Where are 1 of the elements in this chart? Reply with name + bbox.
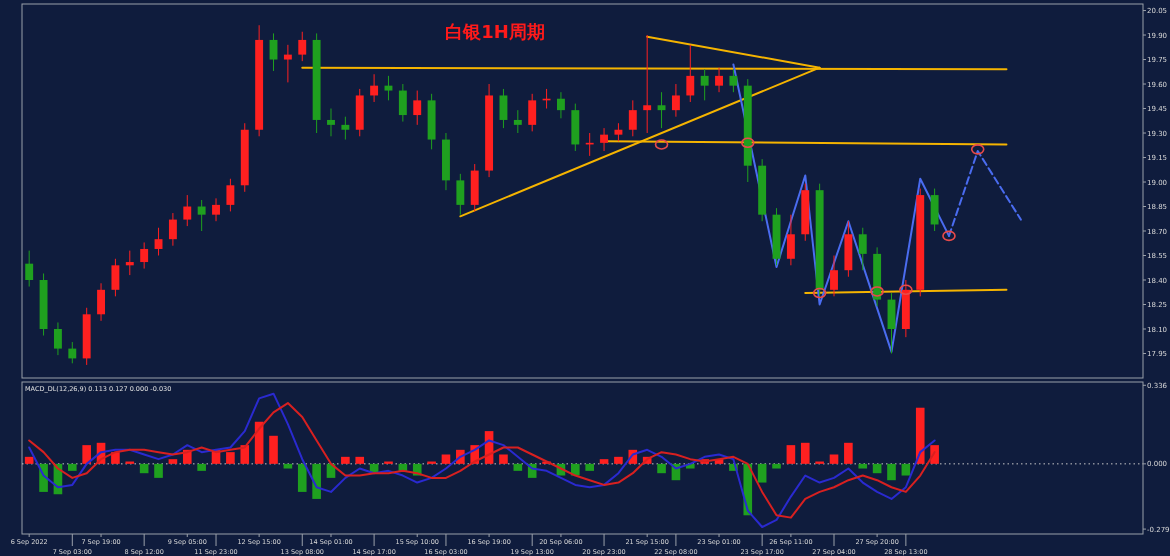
text: 白银1H周期 [445, 21, 545, 42]
